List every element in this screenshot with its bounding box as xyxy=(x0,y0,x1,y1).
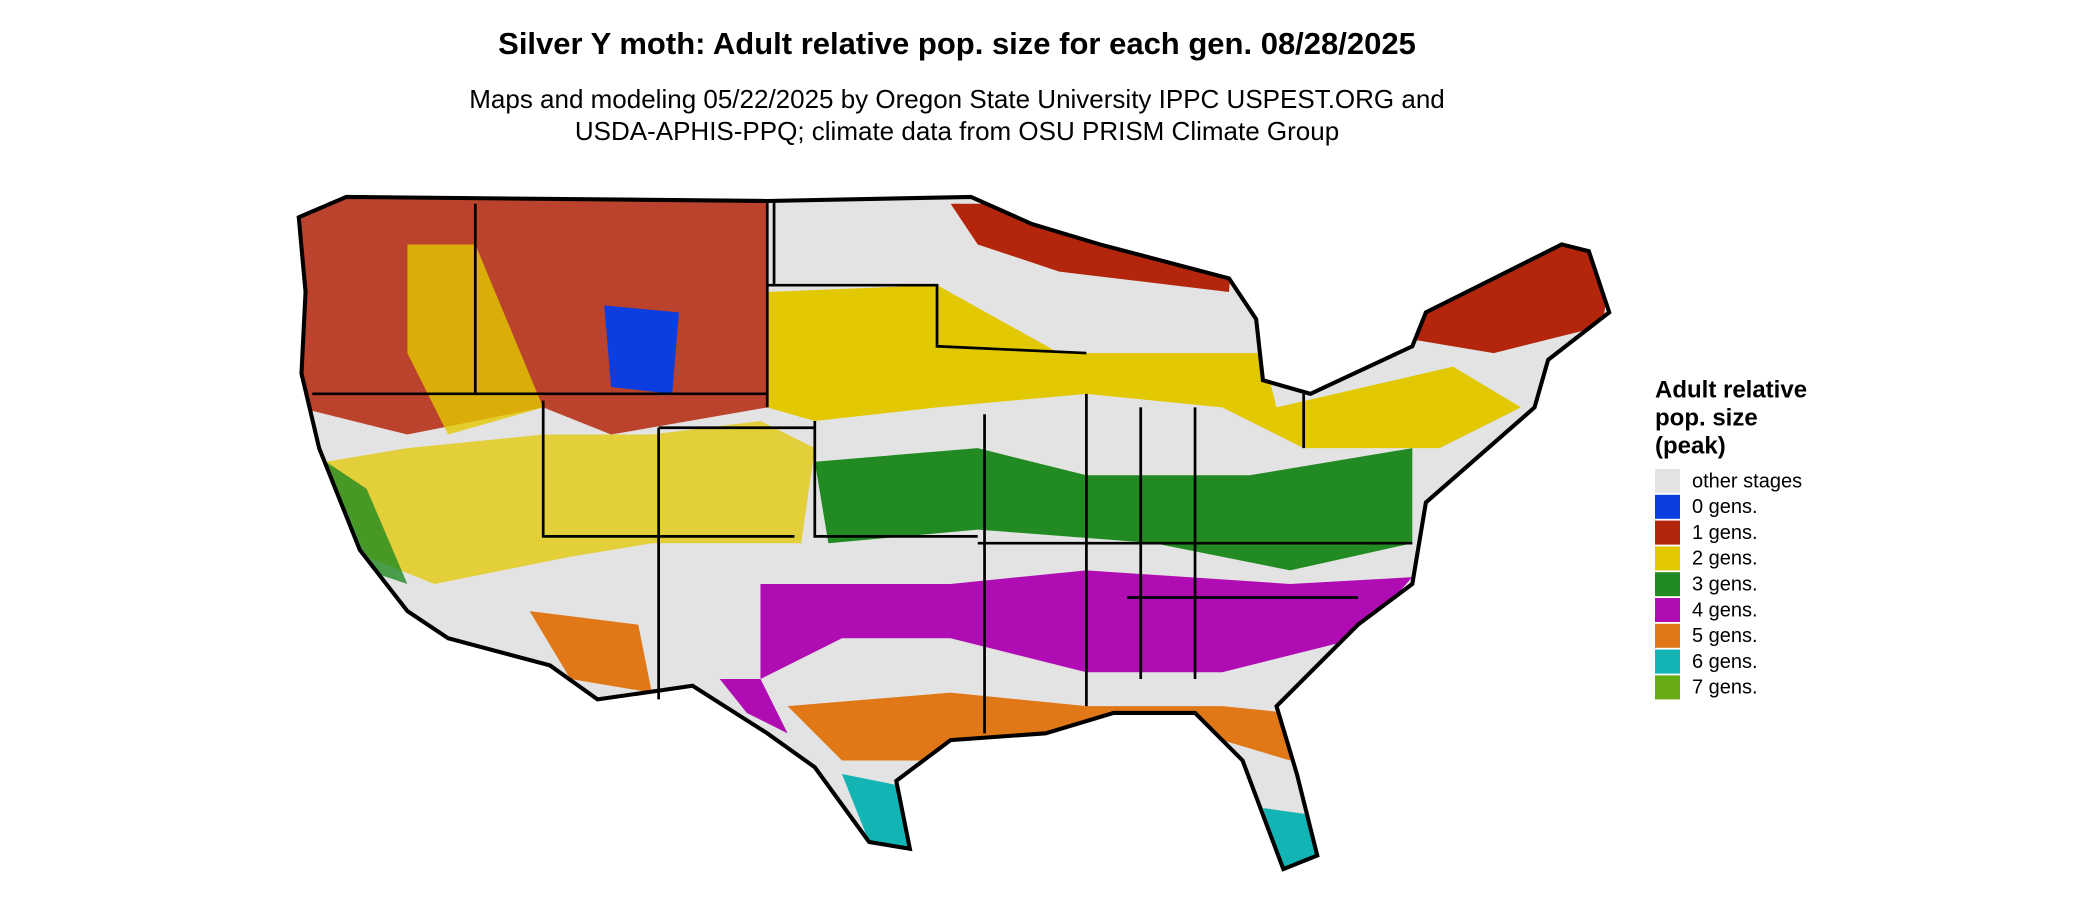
legend-title: pop. size xyxy=(1655,404,1758,431)
legend-label: other stages xyxy=(1692,470,1802,492)
legend-label: 5 gens. xyxy=(1692,625,1758,647)
legend-swatch xyxy=(1655,675,1680,700)
legend-swatch xyxy=(1655,598,1680,622)
legend-label: 2 gens. xyxy=(1692,548,1758,570)
legend-title: (peak) xyxy=(1655,432,1726,459)
legend-swatch xyxy=(1655,469,1680,493)
legend-swatch xyxy=(1655,520,1680,545)
us-map xyxy=(272,177,1630,883)
map-subtitle: Maps and modeling 05/22/2025 by Oregon S… xyxy=(469,84,1445,114)
legend-label: 3 gens. xyxy=(1692,573,1758,595)
legend-swatch xyxy=(1655,494,1680,519)
map-subtitle: USDA-APHIS-PPQ; climate data from OSU PR… xyxy=(575,116,1339,146)
legend-title: Adult relative xyxy=(1655,376,1807,403)
legend-label: 7 gens. xyxy=(1692,677,1758,699)
legend-swatch xyxy=(1655,546,1680,571)
legend-label: 6 gens. xyxy=(1692,651,1758,673)
legend-swatch xyxy=(1655,572,1680,597)
legend-label: 0 gens. xyxy=(1692,496,1758,518)
legend-label: 4 gens. xyxy=(1692,599,1758,621)
legend-label: 1 gens. xyxy=(1692,522,1758,544)
map-title: Silver Y moth: Adult relative pop. size … xyxy=(498,26,1416,61)
legend-swatch xyxy=(1655,649,1680,674)
legend-swatch xyxy=(1655,623,1680,648)
